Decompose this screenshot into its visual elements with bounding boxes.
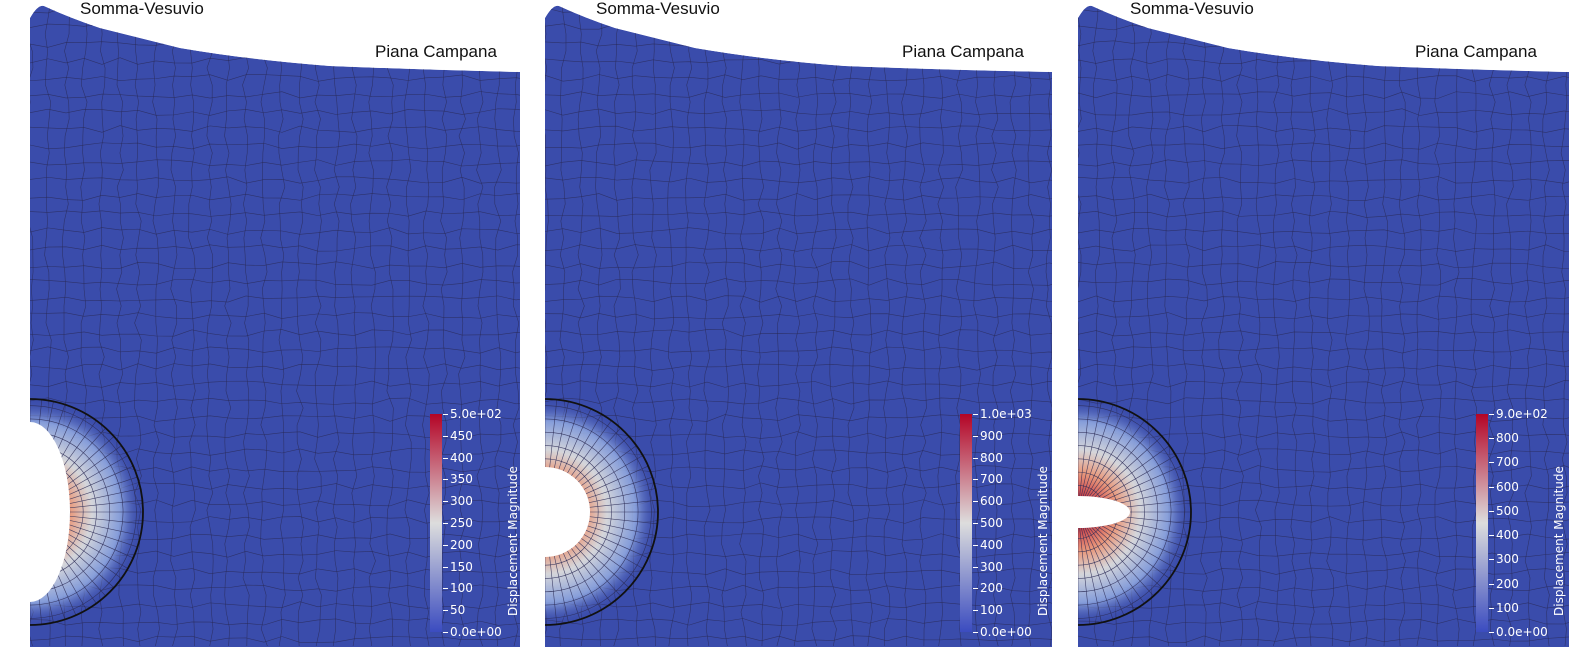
colorbar-title: Displacement Magnitude bbox=[1552, 466, 1566, 616]
colorbar-tick-label: 700 bbox=[1489, 456, 1519, 468]
magma-chamber-cavity bbox=[545, 467, 590, 557]
piana-campana-label: Piana Campana bbox=[902, 42, 1024, 61]
domain-fill bbox=[30, 5, 520, 647]
colorbar-tick-label: 800 bbox=[973, 452, 1003, 464]
model-panel-1: Somma-Vesuvio Piana Campana 5.0e+02 450 40… bbox=[0, 0, 525, 647]
colorbar-tick-label: 0.0e+00 bbox=[443, 626, 502, 638]
colorbar-tick-label: 50 bbox=[443, 604, 465, 616]
colorbar-tick-label: 400 bbox=[1489, 529, 1519, 541]
colorbar-tick-label: 200 bbox=[1489, 578, 1519, 590]
colorbar-tick-label: 9.0e+02 bbox=[1489, 408, 1548, 420]
colorbar-tick-label: 0.0e+00 bbox=[973, 626, 1032, 638]
mesh-grid bbox=[545, 5, 1052, 647]
colorbar-tick-label: 300 bbox=[973, 561, 1003, 573]
magma-chamber-cavity bbox=[30, 422, 70, 602]
somma-vesuvio-label: Somma-Vesuvio bbox=[1130, 0, 1254, 18]
colorbar-gradient bbox=[960, 414, 972, 632]
colorbar-title: Displacement Magnitude bbox=[1036, 466, 1050, 616]
colorbar-tick-label: 400 bbox=[443, 452, 473, 464]
colorbar-tick-label: 300 bbox=[1489, 553, 1519, 565]
colorbar-tick-label: 400 bbox=[973, 539, 1003, 551]
colorbar-tick-label: 5.0e+02 bbox=[443, 408, 502, 420]
colorbar-tick-label: 100 bbox=[1489, 602, 1519, 614]
chamber-boundary bbox=[1078, 398, 1192, 626]
colorbar-tick-label: 1.0e+03 bbox=[973, 408, 1032, 420]
colorbar-title: Displacement Magnitude bbox=[506, 466, 520, 616]
colorbar-tick-label: 500 bbox=[1489, 505, 1519, 517]
colorbar-tick-label: 0.0e+00 bbox=[1489, 626, 1548, 638]
colorbar-tick-label: 350 bbox=[443, 473, 473, 485]
magma-chamber-cavity bbox=[1078, 496, 1130, 528]
model-panel-2: Somma-Vesuvio Piana Campana 1.0e+03 900 80… bbox=[535, 0, 1060, 647]
colorbar-tick-label: 100 bbox=[973, 604, 1003, 616]
colorbar-gradient bbox=[430, 414, 442, 632]
mesh-plot-3 bbox=[1078, 5, 1569, 647]
colorbar-tick-label: 250 bbox=[443, 517, 473, 529]
chamber-boundary bbox=[30, 398, 144, 626]
somma-vesuvio-label: Somma-Vesuvio bbox=[596, 0, 720, 18]
piana-campana-label: Piana Campana bbox=[1415, 42, 1537, 61]
mesh-plot-1 bbox=[30, 5, 520, 647]
colorbar-tick-label: 150 bbox=[443, 561, 473, 573]
colorbar-tick-label: 500 bbox=[973, 517, 1003, 529]
chamber-boundary bbox=[545, 398, 659, 626]
colorbar-tick-label: 600 bbox=[973, 495, 1003, 507]
colorbar-tick-label: 800 bbox=[1489, 432, 1519, 444]
colorbar-tick-label: 100 bbox=[443, 582, 473, 594]
colorbar-tick-label: 300 bbox=[443, 495, 473, 507]
colorbar-tick-label: 600 bbox=[1489, 481, 1519, 493]
mesh-plot-2 bbox=[545, 5, 1052, 647]
colorbar-tick-label: 200 bbox=[443, 539, 473, 551]
colorbar-tick-label: 900 bbox=[973, 430, 1003, 442]
somma-vesuvio-label: Somma-Vesuvio bbox=[80, 0, 204, 18]
model-panel-3: Somma-Vesuvio Piana Campana 9.0e+02 800 70… bbox=[1069, 0, 1589, 647]
colorbar-gradient bbox=[1476, 414, 1488, 632]
colorbar-tick-label: 700 bbox=[973, 473, 1003, 485]
colorbar-tick-label: 200 bbox=[973, 582, 1003, 594]
colorbar-tick-label: 450 bbox=[443, 430, 473, 442]
piana-campana-label: Piana Campana bbox=[375, 42, 497, 61]
